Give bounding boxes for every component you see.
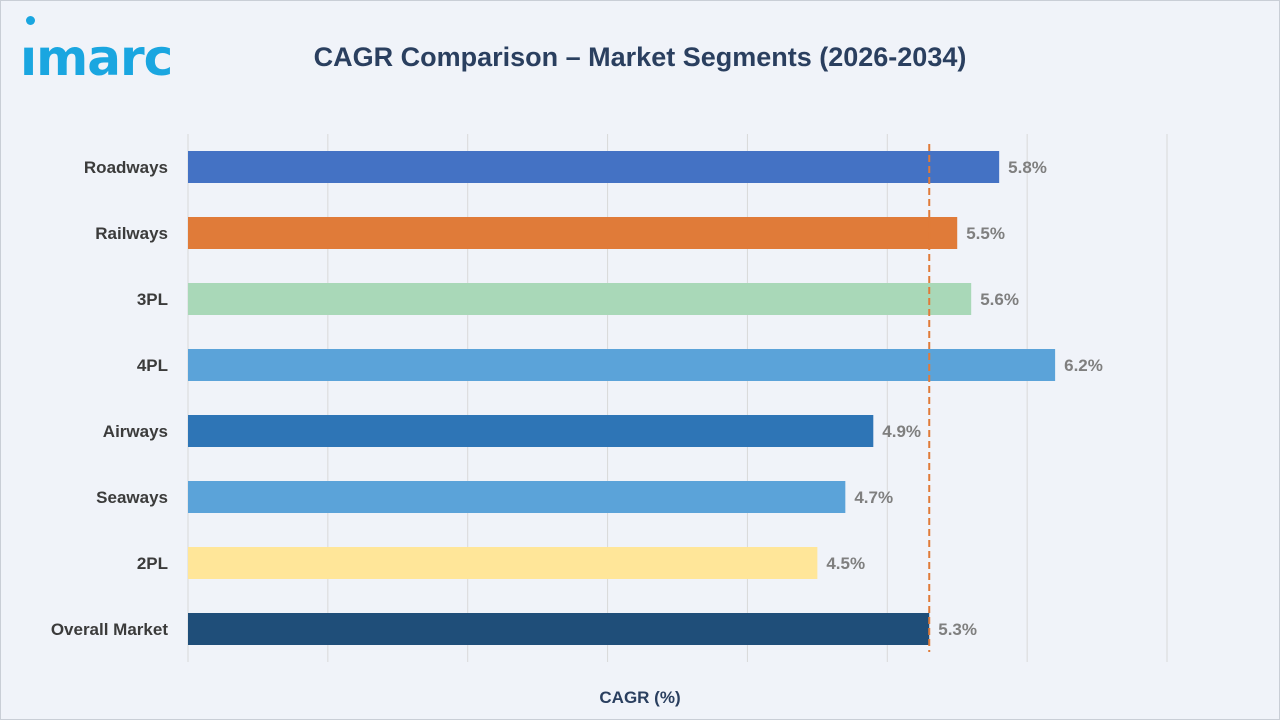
category-label: Airways xyxy=(103,422,168,441)
bar xyxy=(188,481,846,513)
bar xyxy=(188,349,1056,381)
bar xyxy=(188,415,874,447)
data-label: 5.8% xyxy=(1008,158,1047,177)
imarc-logo: ımarc xyxy=(20,29,173,87)
data-label: 5.6% xyxy=(980,290,1019,309)
data-label: 5.5% xyxy=(966,224,1005,243)
bar xyxy=(188,283,972,315)
bar xyxy=(188,217,958,249)
bar xyxy=(188,151,1000,183)
category-label: Railways xyxy=(95,224,168,243)
data-label: 6.2% xyxy=(1064,356,1103,375)
data-label: 4.9% xyxy=(882,422,921,441)
category-label: 2PL xyxy=(137,554,168,573)
category-label: 4PL xyxy=(137,356,168,375)
category-label: Overall Market xyxy=(51,620,169,639)
logo-dot xyxy=(26,16,35,25)
x-axis-label: CAGR (%) xyxy=(599,688,681,707)
chart-title: CAGR Comparison – Market Segments (2026-… xyxy=(313,42,967,72)
data-label: 4.5% xyxy=(826,554,865,573)
data-label: 5.3% xyxy=(938,620,977,639)
data-label: 4.7% xyxy=(854,488,893,507)
category-label: Seaways xyxy=(96,488,168,507)
category-label: 3PL xyxy=(137,290,168,309)
bar xyxy=(188,613,930,645)
bar xyxy=(188,547,818,579)
category-label: Roadways xyxy=(84,158,168,177)
